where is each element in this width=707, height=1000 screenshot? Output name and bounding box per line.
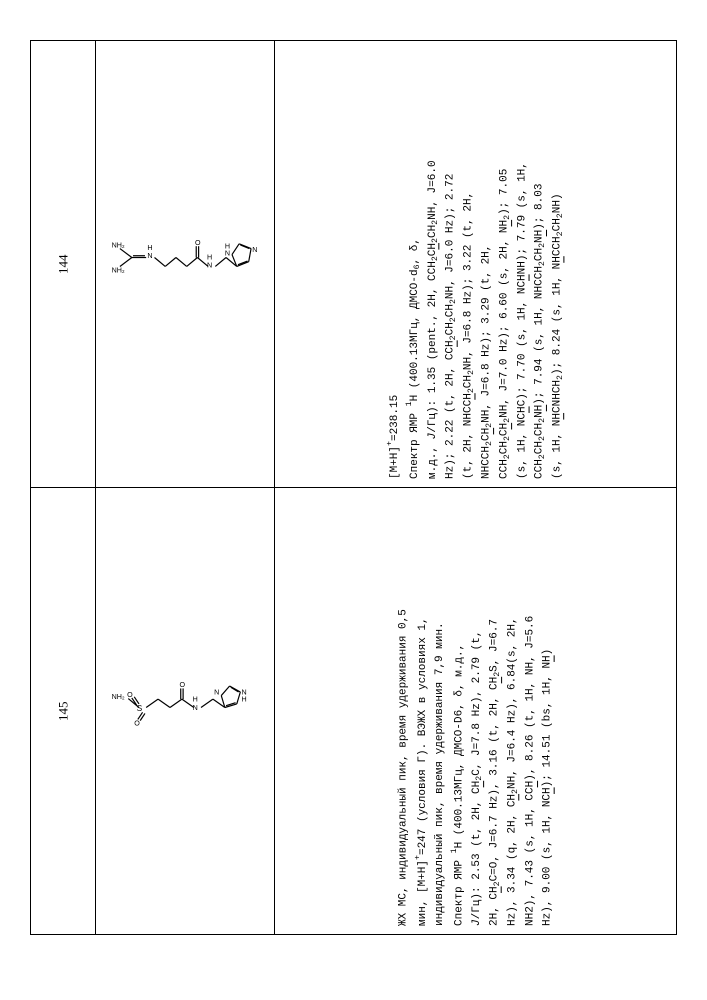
- nmr-line: Hz), 9.00 (s, 1H, NCH); 14.51 (bs, 1H, N…: [539, 496, 556, 926]
- svg-text:NH₂: NH₂: [111, 242, 124, 250]
- svg-text:N: N: [206, 262, 211, 270]
- nmr-line: индивидуальный пик, время удерживания 7,…: [432, 496, 449, 926]
- compound-id: 144: [55, 254, 70, 274]
- nmr-line: NH2), 7.43 (s, 1H, CCH), 8.26 (t, 1H, NH…: [522, 496, 539, 926]
- svg-text:O: O: [195, 239, 201, 247]
- nmr-line: Спектр ЯМР 1H (400.13МГц, ДМСО-D6, δ, м.…: [449, 496, 469, 926]
- table-row: 145 NH₂ S O O: [31, 488, 677, 935]
- nmr-line: м.д., J/Гц): 1.35 (pent., 2H, CCH2CH2CH2…: [424, 49, 442, 479]
- svg-text:O: O: [127, 691, 133, 699]
- svg-text:N: N: [224, 250, 229, 258]
- svg-text:O: O: [134, 720, 140, 728]
- nmr-line: Hz); 2.22 (t, 2H, CCH2CH2CH2NH, J=6.0 Hz…: [442, 49, 460, 479]
- nmr-line: Hz), 3.34 (q, 2H, CH2NH, J=6.4 Hz), 6.84…: [504, 496, 522, 926]
- svg-text:H: H: [147, 244, 152, 252]
- nmr-line: [M+H]+=238.15: [384, 49, 404, 479]
- nmr-line: 2H, CH2C=O, J=6.7 Hz), 3.16 (t, 2H, CH2S…: [486, 496, 504, 926]
- compound-id-cell: 144: [31, 41, 96, 488]
- nmr-line: CCH2CH2CH2NH, J=7.0 Hz); 6.60 (s, 2H, NH…: [496, 49, 514, 479]
- svg-text:NH₂: NH₂: [111, 693, 124, 701]
- nmr-data-cell: [M+H]+=238.15 Спектр ЯМР 1H (400.13МГц, …: [275, 41, 677, 488]
- nmr-data-cell: ЖХ МС, индивидуальный пик, время удержив…: [275, 488, 677, 935]
- nmr-line: ЖХ МС, индивидуальный пик, время удержив…: [395, 496, 412, 926]
- table-row: 144 NH₂ NH₂ H N: [31, 41, 677, 488]
- nmr-line: (s, 1H, NHCNHCH2); 8.24 (s, 1H, NHCCH2CH…: [549, 49, 567, 479]
- structure-cell: NH₂ NH₂ H N O: [96, 41, 275, 488]
- svg-text:N: N: [192, 704, 197, 712]
- structure-diagram: NH₂ NH₂ H N O: [108, 218, 263, 303]
- nmr-line: Спектр ЯМР 1H (400.13МГц, ДМСО-d6, δ,: [404, 49, 425, 479]
- nmr-line: J/Гц): 2.53 (t, 2H, CH2C, J=7.8 Hz), 2.7…: [468, 496, 486, 926]
- nmr-line: NHCCH2CH2NH, J=6.8 Hz); 3.29 (t, 2H,: [478, 49, 496, 479]
- compound-id: 145: [55, 701, 70, 721]
- structure-diagram: NH₂ S O O: [108, 665, 263, 750]
- nmr-line: мин, [M+H]+=247 (условия Г). ВЭЖХ в усло…: [412, 496, 432, 926]
- svg-text:N: N: [147, 252, 152, 260]
- svg-text:NH₂: NH₂: [111, 267, 124, 275]
- compound-id-cell: 145: [31, 488, 96, 935]
- nmr-line: (s, 1H, NCHC); 7.70 (s, 1H, NCHNH); 7.79…: [514, 49, 531, 479]
- svg-text:N: N: [214, 689, 219, 697]
- svg-text:S: S: [136, 703, 142, 713]
- svg-text:N: N: [252, 246, 257, 254]
- nmr-line: (t, 2H, NHCCH2CH2NH, J=6.8 Hz); 3.22 (t,…: [460, 49, 478, 479]
- svg-text:H: H: [224, 243, 229, 251]
- svg-text:H: H: [192, 696, 197, 704]
- structure-cell: NH₂ S O O: [96, 488, 275, 935]
- svg-text:O: O: [179, 681, 185, 689]
- svg-text:H: H: [241, 696, 246, 704]
- svg-text:H: H: [206, 254, 211, 262]
- nmr-line: CCH2CH2CH2NH); 7.94 (s, 1H, NHCCH2CH2NH)…: [531, 49, 549, 479]
- compound-table: 144 NH₂ NH₂ H N: [30, 40, 677, 935]
